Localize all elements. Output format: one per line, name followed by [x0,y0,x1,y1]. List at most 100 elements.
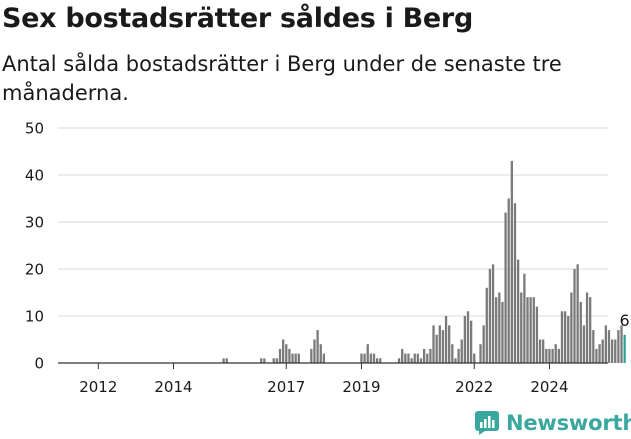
bar [319,344,322,363]
bar [310,348,313,363]
bar [498,292,501,363]
bar [375,358,379,363]
bar [589,297,592,363]
bar [488,269,492,363]
bar [429,348,432,363]
bar [419,358,423,363]
bar [585,292,589,363]
bar [491,264,495,363]
label-layer: 6 [620,311,630,330]
bar [441,330,445,363]
bar [617,330,620,363]
y-tick-label: 20 [25,261,44,279]
bar [614,339,617,363]
bar [278,348,282,363]
bar [460,339,463,363]
bar [413,353,416,363]
bar [523,273,526,363]
bar [454,358,457,363]
bar [432,325,435,363]
bar [410,358,413,363]
y-tick-label: 10 [25,308,44,326]
bar [535,306,539,363]
bar [438,325,441,363]
bar [297,353,300,363]
bar [560,311,564,363]
bar [397,358,401,363]
bar [513,203,517,363]
bar [601,339,604,363]
bar [620,325,623,363]
bar [563,311,567,363]
bar [573,269,576,363]
chart-title: Sex bostadsrätter såldes i Berg [2,3,473,34]
bar [463,316,467,363]
bar [529,297,532,363]
bar [548,348,551,363]
bar [322,353,326,363]
bar [263,358,266,363]
x-tick-label: 2022 [455,378,493,396]
bar [604,325,607,363]
y-tick-label: 40 [25,167,44,185]
bar [401,348,404,363]
bar [435,334,438,363]
bar [291,353,294,363]
bar [526,297,529,363]
bar [363,353,366,363]
bar [457,348,460,363]
bar [485,287,488,363]
bar [275,358,279,363]
brand-name: Newsworthy [506,411,631,435]
bar [570,292,573,363]
x-tick-label: 2014 [154,378,192,396]
bar [545,348,548,363]
bar [422,348,426,363]
x-tick-label: 2012 [79,378,117,396]
bar [501,301,504,363]
bar [469,320,473,363]
bar [557,348,560,363]
bars-layer [222,160,626,363]
bar [379,358,382,363]
x-tick-label: 2024 [530,378,568,396]
bar [222,358,225,363]
bar [316,330,319,363]
bar [495,297,498,363]
bar [504,212,507,363]
bar [482,325,485,363]
y-tick-label: 30 [25,214,44,232]
bar [567,316,570,363]
bar [610,339,614,363]
bar [444,316,448,363]
brand: Newsworthy [475,408,631,438]
chart-subtitle: Antal sålda bostadsrätter i Berg under d… [2,52,562,105]
bar [272,358,275,363]
y-tick-label: 0 [34,355,44,373]
bar [369,353,373,363]
bar [448,325,451,363]
bar [538,339,542,363]
bar [285,344,288,363]
axis-layer: 0 10 20 30 40 50 2012 2014 2017 2019 2022 2024 [25,120,608,396]
bar [510,160,514,363]
bar [225,358,228,363]
newsworthy-logo-icon [475,411,499,435]
bar [416,353,420,363]
bar [294,353,297,363]
bar [592,330,595,363]
bar [451,344,454,363]
bar [598,344,601,363]
bar [595,348,598,363]
bar [372,353,376,363]
bar [407,353,410,363]
bar [607,330,611,363]
bar [366,344,369,363]
bar [551,348,554,363]
bar [313,339,316,363]
bar [554,344,557,363]
x-tick-label: 2017 [267,378,305,396]
bar [507,198,510,363]
latest-value-label: 6 [620,311,630,330]
